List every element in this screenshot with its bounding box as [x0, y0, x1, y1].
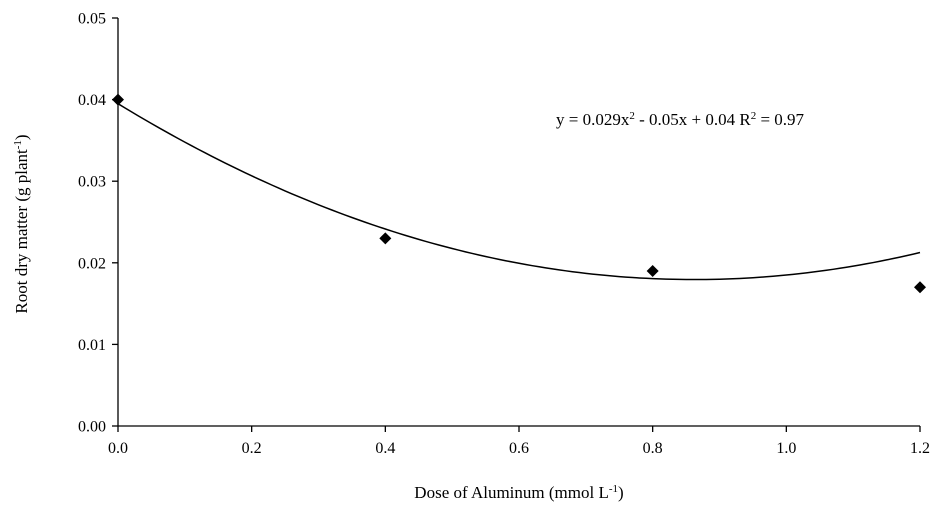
x-tick-label: 0.4 — [375, 440, 395, 457]
trendline-curve — [117, 103, 921, 281]
x-tick-label: 0.2 — [242, 440, 262, 457]
y-axis-title: Root dry matter (g plant-1) — [12, 134, 31, 313]
trendline-equation: y = 0.029x2 - 0.05x + 0.04 R2 = 0.97 — [556, 110, 805, 129]
data-point — [914, 281, 926, 294]
y-tick-label: 0.02 — [78, 255, 106, 272]
x-tick-label: 0.0 — [108, 440, 128, 457]
x-tick-label: 0.6 — [509, 440, 529, 457]
ticks-layer: 0.00 0.01 0.02 0.03 0.04 0.05 0.0 0.2 0.4 0.6 0.8 1… — [78, 11, 930, 458]
y-tick-label: 0.04 — [78, 92, 106, 109]
y-tick-label: 0.00 — [78, 419, 106, 436]
data-point — [112, 93, 124, 106]
x-tick-label: 1.2 — [910, 440, 930, 457]
y-tick-label: 0.01 — [78, 337, 106, 354]
data-point — [646, 264, 659, 277]
y-tick-label: 0.05 — [78, 11, 106, 28]
data-point — [379, 232, 392, 245]
x-axis-title: Dose of Aluminum (mmol L-1) — [414, 483, 623, 502]
points-layer — [112, 93, 926, 294]
x-tick-label: 0.8 — [643, 440, 663, 457]
x-tick-label: 1.0 — [776, 440, 796, 457]
y-tick-label: 0.03 — [78, 174, 106, 191]
